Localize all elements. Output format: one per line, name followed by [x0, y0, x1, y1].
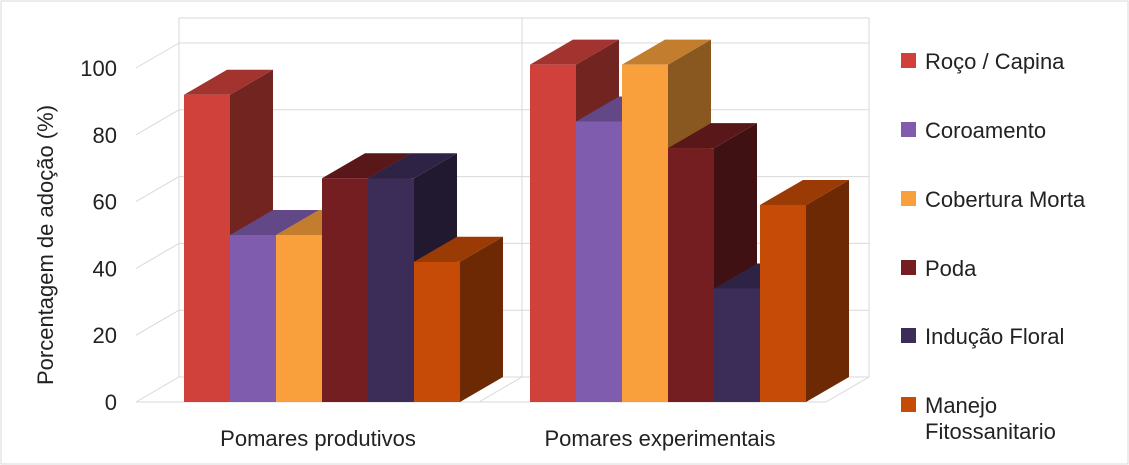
bar-top — [530, 39, 619, 65]
y-tick-label: 0 — [105, 390, 117, 415]
bar-side — [806, 179, 849, 402]
bar-front — [530, 64, 576, 402]
legend-swatch — [901, 191, 916, 206]
gridline-side — [135, 42, 180, 69]
bar-top — [322, 153, 411, 179]
bar-front — [276, 235, 322, 402]
y-tick-label: 80 — [93, 123, 117, 148]
bar-front — [714, 288, 760, 402]
gridline-side — [135, 376, 180, 403]
legend-item: Indução Floral — [901, 324, 1064, 349]
bar-top — [760, 179, 849, 205]
legend-item: Roço / Capina — [901, 49, 1065, 74]
y-tick-label: 40 — [93, 256, 117, 281]
y-tick-label: 100 — [80, 56, 117, 81]
gridline-side — [135, 242, 180, 269]
bar — [760, 179, 849, 402]
gridline-side — [135, 176, 180, 203]
y-axis-label: Porcentagem de adoção (%) — [33, 105, 58, 385]
legend-label: Indução Floral — [925, 324, 1064, 349]
bar-front — [760, 204, 806, 402]
legend-swatch — [901, 53, 916, 68]
bar-front — [230, 235, 276, 402]
bar-front — [576, 121, 622, 402]
axes: 0 20 40 60 80 100 Pomares produtivos Pomares ex… — [80, 56, 775, 451]
legend-label: Manejo Fitossanitario — [925, 393, 1056, 444]
y-tick-label: 20 — [93, 323, 117, 348]
legend: Roço / Capina Coroamento Cobertura Morta Po… — [901, 49, 1086, 444]
bar-top — [230, 210, 319, 235]
legend-label: Cobertura Morta — [925, 187, 1086, 212]
legend-swatch — [901, 122, 916, 137]
bar-top — [414, 236, 503, 262]
bar-side — [460, 236, 503, 402]
bar-top — [368, 153, 457, 179]
legend-label: Roço / Capina — [925, 49, 1065, 74]
bar-top — [184, 69, 273, 95]
bar-front — [622, 64, 668, 402]
legend-item: Cobertura Morta — [901, 187, 1086, 212]
bar-front — [668, 148, 714, 402]
legend-item: Coroamento — [901, 118, 1046, 143]
y-tick-label: 60 — [93, 190, 117, 215]
bar-front — [184, 94, 230, 402]
legend-item: Manejo Fitossanitario — [901, 393, 1056, 444]
bar-top — [622, 39, 711, 65]
legend-item: Poda — [901, 256, 977, 281]
category-label: Pomares produtivos — [220, 426, 416, 451]
category-label: Pomares experimentais — [544, 426, 775, 451]
legend-swatch — [901, 260, 916, 275]
legend-label: Coroamento — [925, 118, 1046, 143]
floor-divider — [478, 376, 523, 403]
legend-swatch — [901, 328, 916, 343]
bars — [184, 39, 849, 402]
floor-side-edge — [825, 376, 870, 403]
bar — [414, 236, 503, 402]
bar-front — [414, 261, 460, 402]
bar-front — [322, 178, 368, 402]
bar-front — [368, 178, 414, 402]
legend-swatch — [901, 397, 916, 412]
legend-label: Poda — [925, 256, 977, 281]
bar-top — [668, 123, 757, 149]
gridline-side — [135, 109, 180, 136]
gridline-side — [135, 309, 180, 336]
